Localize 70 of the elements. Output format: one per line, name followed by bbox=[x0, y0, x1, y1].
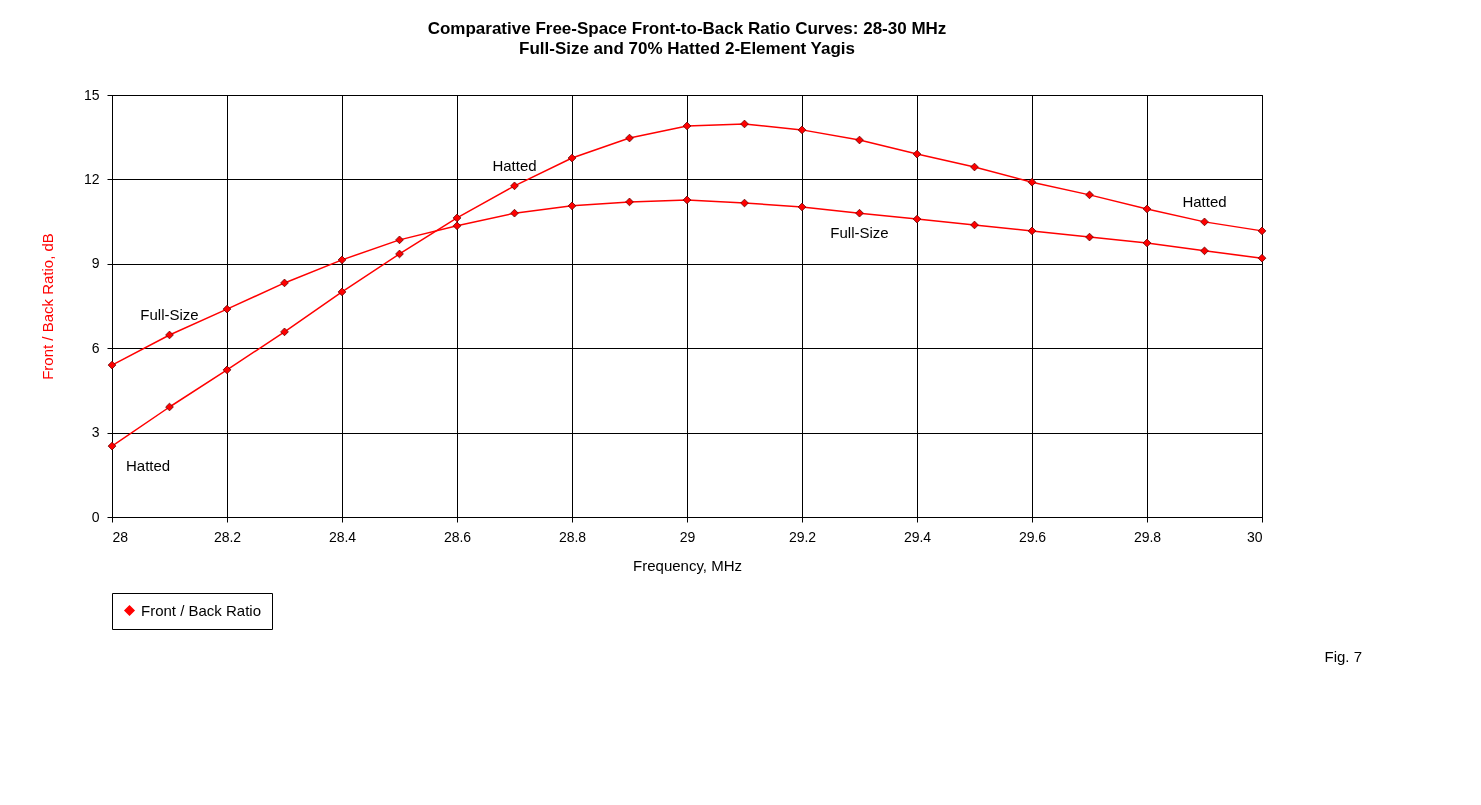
point bbox=[797, 202, 807, 212]
point bbox=[165, 402, 174, 412]
point bbox=[395, 249, 404, 259]
point bbox=[395, 235, 404, 245]
point bbox=[625, 197, 634, 207]
point bbox=[855, 208, 864, 218]
point bbox=[682, 121, 692, 131]
point bbox=[452, 213, 462, 223]
x-tick-label: 29.6 bbox=[1018, 528, 1047, 545]
point bbox=[510, 181, 519, 191]
x-tick-label: 28.4 bbox=[328, 528, 357, 545]
x-axis-title: Frequency, MHz bbox=[633, 556, 742, 574]
point bbox=[682, 195, 692, 205]
point bbox=[280, 278, 289, 288]
x-tick-label: 29.4 bbox=[903, 528, 932, 545]
x-tick-label: 28.8 bbox=[558, 528, 587, 545]
point bbox=[1257, 253, 1267, 263]
point bbox=[452, 221, 462, 231]
point bbox=[970, 162, 979, 172]
chart-subtitle: Full-Size and 70% Hatted 2-Element Yagis bbox=[518, 39, 856, 58]
x-tick-label: 28.6 bbox=[443, 528, 472, 545]
x-tick-label: 29.2 bbox=[788, 528, 817, 545]
point bbox=[1142, 204, 1152, 214]
point bbox=[280, 327, 289, 337]
point bbox=[1085, 232, 1094, 242]
y-tick-label: 0 bbox=[91, 508, 100, 525]
y-axis-title: Front / Back Ratio, dB bbox=[38, 233, 56, 380]
point bbox=[222, 304, 232, 314]
point bbox=[222, 365, 232, 375]
chart-title: Comparative Free-Space Front-to-Back Ratio Curves: 28-30 MHz bbox=[427, 19, 947, 38]
point bbox=[107, 360, 117, 370]
y-tick-label: 12 bbox=[83, 170, 100, 187]
point bbox=[107, 441, 117, 451]
point bbox=[337, 255, 347, 265]
annotation: Full-Size bbox=[140, 305, 199, 323]
annotation: Full-Size bbox=[830, 224, 889, 242]
point bbox=[912, 149, 922, 159]
point bbox=[1027, 177, 1037, 187]
point bbox=[1085, 190, 1094, 200]
annotation: Hatted bbox=[1182, 192, 1227, 210]
x-tick-label: 28 bbox=[112, 528, 129, 545]
x-tick-label: 30 bbox=[1246, 528, 1263, 545]
point bbox=[567, 153, 577, 163]
point bbox=[510, 208, 519, 218]
caption: Fig. 7 bbox=[1324, 648, 1362, 665]
y-tick-label: 9 bbox=[91, 255, 100, 272]
point bbox=[855, 135, 864, 145]
point bbox=[1142, 238, 1152, 248]
point bbox=[165, 330, 174, 340]
point bbox=[1200, 246, 1209, 256]
y-tick-label: 15 bbox=[83, 86, 100, 103]
point bbox=[797, 125, 807, 135]
y-tick-label: 6 bbox=[91, 339, 100, 356]
point bbox=[567, 201, 577, 211]
point bbox=[970, 220, 979, 230]
x-tick-label: 29 bbox=[679, 528, 696, 545]
x-tick-label: 28.2 bbox=[213, 528, 242, 545]
x-tick-label: 29.8 bbox=[1133, 528, 1162, 545]
point bbox=[740, 198, 749, 208]
point bbox=[912, 214, 922, 224]
point bbox=[740, 119, 749, 129]
y-tick-label: 3 bbox=[91, 424, 100, 441]
legend-label: Front / Back Ratio bbox=[141, 601, 262, 619]
point bbox=[1200, 217, 1209, 227]
point bbox=[1257, 226, 1267, 236]
point bbox=[1027, 226, 1037, 236]
annotation: Hatted bbox=[492, 156, 537, 174]
annotation: Hatted bbox=[126, 457, 171, 475]
point bbox=[625, 133, 634, 143]
point bbox=[337, 287, 347, 297]
